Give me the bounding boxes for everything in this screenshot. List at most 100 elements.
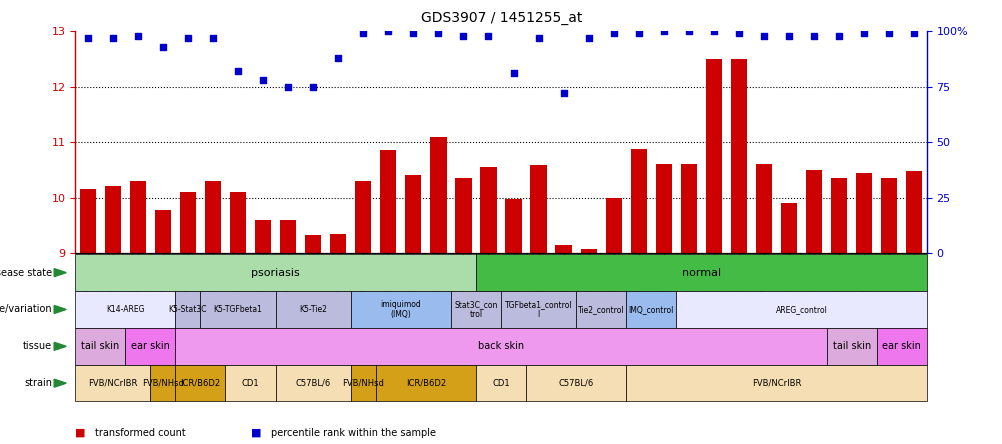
Text: IMQ_control: IMQ_control xyxy=(628,305,673,314)
Text: Stat3C_con
trol: Stat3C_con trol xyxy=(454,300,497,319)
Text: tail skin: tail skin xyxy=(832,341,870,351)
Bar xyxy=(280,220,296,253)
Point xyxy=(730,30,746,37)
Bar xyxy=(430,137,446,253)
Bar xyxy=(330,234,346,253)
Text: K14-AREG: K14-AREG xyxy=(106,305,144,314)
Point xyxy=(906,30,922,37)
Text: FVB/NCrIBR: FVB/NCrIBR xyxy=(88,379,137,388)
Bar xyxy=(455,178,471,253)
Text: disease state: disease state xyxy=(0,268,52,278)
Text: FVB/NHsd: FVB/NHsd xyxy=(342,379,384,388)
Bar xyxy=(355,181,371,253)
Point xyxy=(179,34,195,41)
Bar xyxy=(880,178,897,253)
Point xyxy=(380,28,396,35)
Point xyxy=(79,34,95,41)
Text: CD1: CD1 xyxy=(241,379,260,388)
Text: ear skin: ear skin xyxy=(882,341,920,351)
Bar xyxy=(705,59,721,253)
Text: GDS3907 / 1451255_at: GDS3907 / 1451255_at xyxy=(421,11,581,25)
Text: imiquimod
(IMQ): imiquimod (IMQ) xyxy=(380,300,421,319)
Text: Tie2_control: Tie2_control xyxy=(577,305,624,314)
Point xyxy=(555,90,571,97)
Point xyxy=(580,34,596,41)
Bar xyxy=(605,198,621,253)
Point xyxy=(229,67,245,75)
Text: ICR/B6D2: ICR/B6D2 xyxy=(180,379,220,388)
Point xyxy=(705,28,721,35)
Bar xyxy=(129,181,146,253)
Point xyxy=(280,83,296,90)
Bar xyxy=(756,164,772,253)
Bar xyxy=(229,192,245,253)
Bar xyxy=(781,203,797,253)
Text: C57BL/6: C57BL/6 xyxy=(296,379,331,388)
Bar xyxy=(630,149,646,253)
Point xyxy=(781,32,797,39)
Point xyxy=(204,34,220,41)
Bar xyxy=(380,151,396,253)
Bar xyxy=(730,59,746,253)
Point xyxy=(756,32,772,39)
Text: ■: ■ xyxy=(75,428,85,438)
Point xyxy=(405,30,421,37)
Bar xyxy=(204,181,220,253)
Point xyxy=(255,76,271,83)
Bar xyxy=(305,235,321,253)
Bar xyxy=(154,210,171,253)
Text: transformed count: transformed count xyxy=(95,428,185,438)
Text: strain: strain xyxy=(24,378,52,388)
Point xyxy=(655,28,671,35)
Point xyxy=(330,54,346,61)
Point xyxy=(480,32,496,39)
Text: ICR/B6D2: ICR/B6D2 xyxy=(406,379,446,388)
Text: psoriasis: psoriasis xyxy=(250,268,300,278)
Bar xyxy=(480,167,496,253)
Text: TGFbeta1_control
l: TGFbeta1_control l xyxy=(504,300,572,319)
Text: genotype/variation: genotype/variation xyxy=(0,305,52,314)
Point xyxy=(806,32,822,39)
Point xyxy=(104,34,120,41)
Text: C57BL/6: C57BL/6 xyxy=(558,379,593,388)
Point xyxy=(154,43,170,50)
Point xyxy=(856,30,872,37)
Text: AREG_control: AREG_control xyxy=(775,305,827,314)
Bar xyxy=(255,220,271,253)
Bar xyxy=(505,199,521,253)
Bar xyxy=(806,170,822,253)
Text: CD1: CD1 xyxy=(492,379,509,388)
Point xyxy=(831,32,847,39)
Bar xyxy=(555,245,571,253)
Point xyxy=(305,83,321,90)
Text: tail skin: tail skin xyxy=(81,341,119,351)
Bar xyxy=(405,175,421,253)
Bar xyxy=(680,164,696,253)
Text: FVB/NCrIBR: FVB/NCrIBR xyxy=(752,379,801,388)
Point xyxy=(680,28,696,35)
Point xyxy=(430,30,446,37)
Bar xyxy=(179,192,195,253)
Text: normal: normal xyxy=(681,268,720,278)
Text: K5-Stat3C: K5-Stat3C xyxy=(168,305,207,314)
Point xyxy=(505,70,521,77)
Text: K5-TGFbeta1: K5-TGFbeta1 xyxy=(213,305,263,314)
Point xyxy=(630,30,646,37)
Bar xyxy=(530,166,546,253)
Point xyxy=(129,32,145,39)
Bar xyxy=(905,171,922,253)
Text: ear skin: ear skin xyxy=(131,341,169,351)
Text: tissue: tissue xyxy=(23,341,52,351)
Text: FVB/NHsd: FVB/NHsd xyxy=(142,379,183,388)
Point xyxy=(355,30,371,37)
Point xyxy=(605,30,621,37)
Bar xyxy=(830,178,847,253)
Text: ■: ■ xyxy=(250,428,261,438)
Text: percentile rank within the sample: percentile rank within the sample xyxy=(271,428,436,438)
Bar xyxy=(855,173,872,253)
Text: back skin: back skin xyxy=(478,341,523,351)
Point xyxy=(881,30,897,37)
Point xyxy=(530,34,546,41)
Text: K5-Tie2: K5-Tie2 xyxy=(299,305,327,314)
Bar xyxy=(655,164,671,253)
